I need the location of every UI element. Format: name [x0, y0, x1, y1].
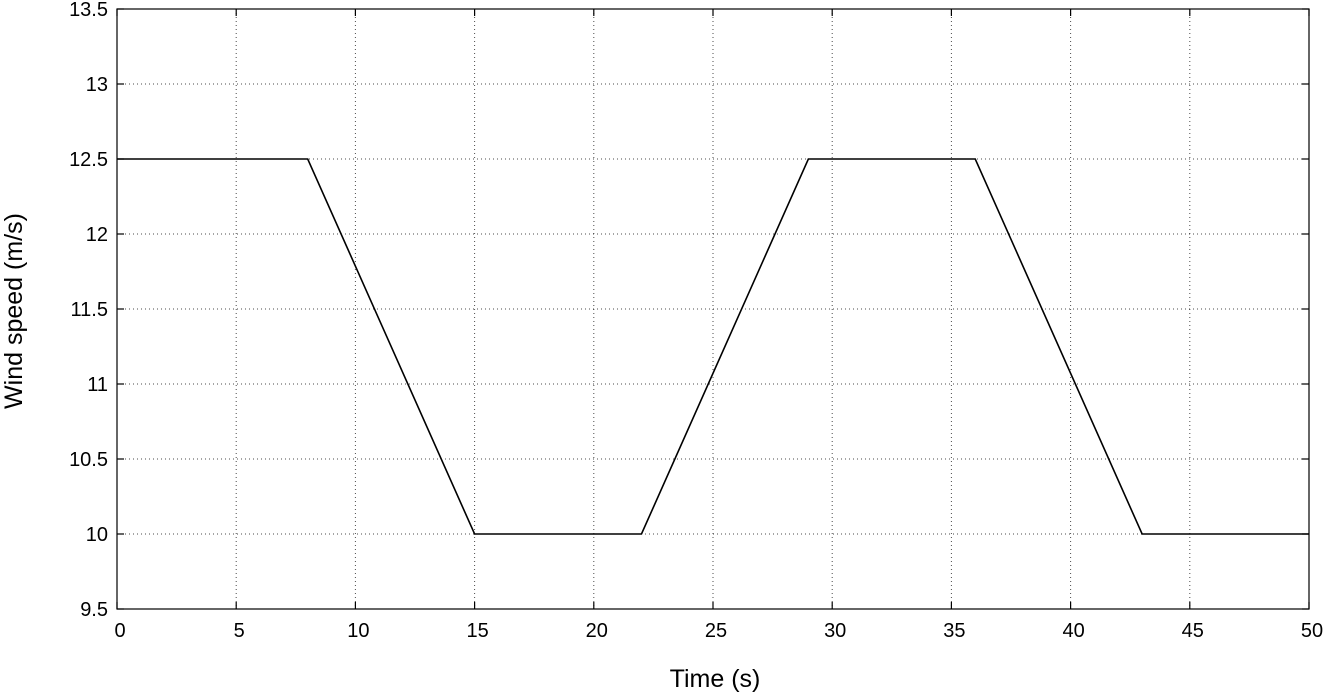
x-tick-label: 45	[1182, 620, 1204, 642]
x-tick-label: 35	[943, 620, 965, 642]
y-tick-label: 13.5	[69, 0, 108, 21]
x-axis-title: Time (s)	[670, 665, 761, 693]
x-tick-label: 0	[114, 620, 125, 642]
y-tick-label: 13	[86, 74, 108, 96]
series-line	[117, 158, 1309, 535]
y-tick-label: 12.5	[69, 149, 108, 171]
x-tick-label: 50	[1301, 620, 1323, 642]
plot-frame	[116, 8, 1310, 610]
y-tick-label: 12	[86, 224, 108, 246]
series-layer	[117, 158, 1309, 535]
grid-lines	[117, 9, 1309, 609]
y-tick-label: 10.5	[69, 449, 108, 471]
y-axis-title: Wind speed (m/s)	[0, 213, 28, 409]
y-tick-label: 11	[87, 374, 108, 396]
x-tick-label: 30	[824, 620, 846, 642]
x-tick-label: 5	[234, 620, 245, 642]
x-tick-label: 20	[586, 620, 608, 642]
x-tick-labels: 0 5 10 15 20 25 30 35 40 45 50	[114, 620, 1323, 642]
y-tick-label: 11.5	[71, 299, 108, 321]
x-tick-label: 25	[705, 620, 727, 642]
y-tick-label: 9.5	[80, 599, 108, 621]
x-tick-label: 15	[466, 620, 488, 642]
y-tick-labels: 9.5 10 10.5 11 11.5 12 12.5 13 13.5	[69, 0, 108, 621]
y-tick-label: 10	[86, 524, 108, 546]
x-tick-label: 10	[347, 620, 369, 642]
x-tick-label: 40	[1062, 620, 1084, 642]
